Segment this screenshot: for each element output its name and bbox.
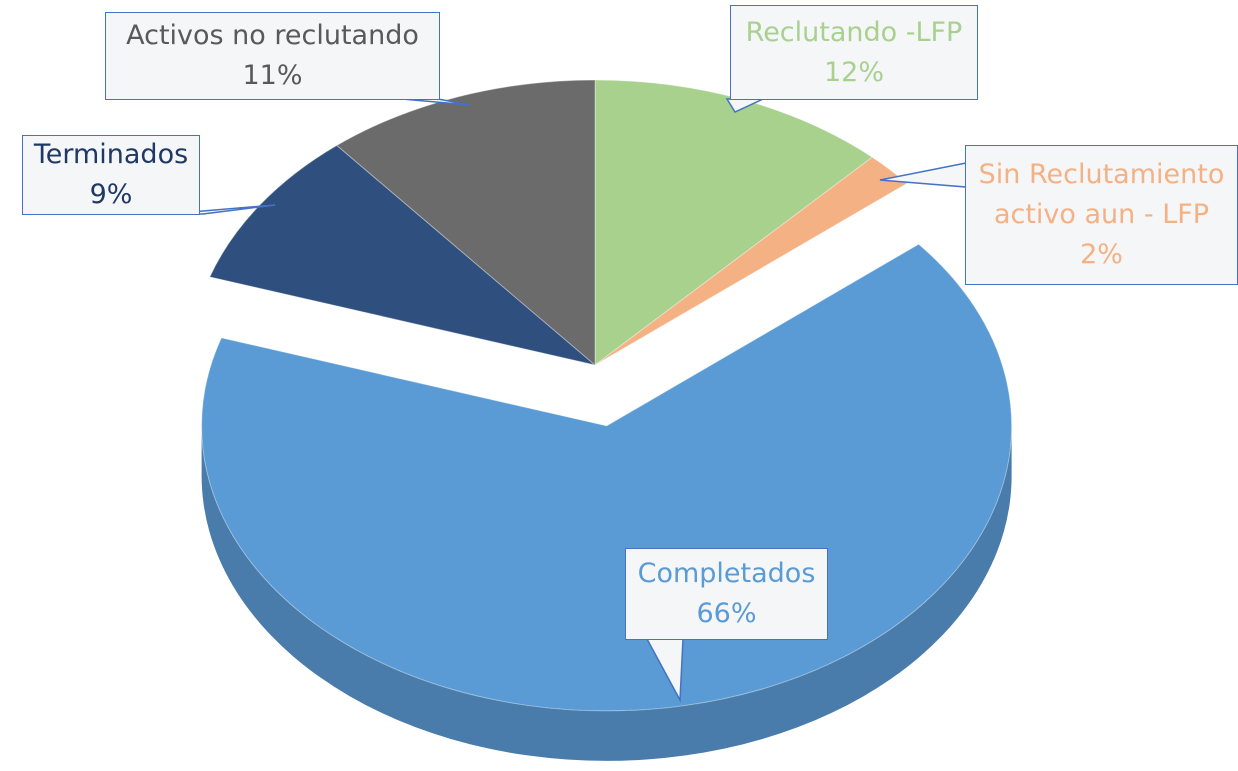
label-value: 2%: [1080, 239, 1123, 270]
data-label: Sin Reclutamiento activo aun - LFP 2%: [965, 145, 1238, 285]
label-category: Sin Reclutamiento activo aun - LFP: [978, 159, 1225, 230]
slice: [594, 156, 908, 366]
data-label: Activos no reclutando 11%: [105, 12, 440, 100]
slice: [209, 144, 596, 366]
label-category: Activos no reclutando: [126, 20, 419, 51]
data-label: Completados 66%: [625, 548, 828, 640]
label-value: 11%: [242, 60, 303, 91]
slice: [335, 79, 596, 367]
label-value: 9%: [89, 179, 133, 210]
label-category: Terminados: [33, 139, 189, 170]
data-label: Terminados 9%: [22, 135, 200, 215]
label-value: 66%: [696, 598, 757, 629]
label-value: 12%: [823, 56, 884, 88]
label-category: Reclutando -LFP: [745, 16, 963, 48]
data-label: Reclutando -LFP 12%: [730, 5, 978, 100]
slice-side: [201, 425, 1012, 761]
label-category: Completados: [637, 558, 816, 589]
